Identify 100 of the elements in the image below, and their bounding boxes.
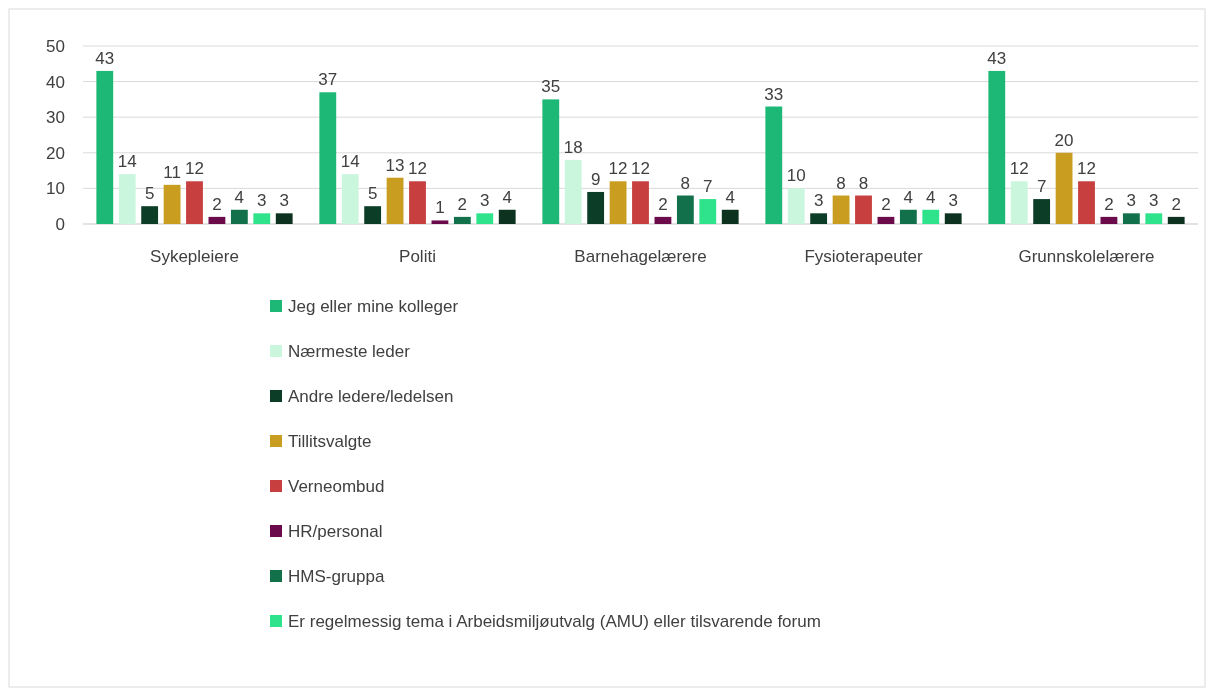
bar bbox=[341, 174, 359, 224]
bar bbox=[899, 209, 917, 224]
legend-label: Andre ledere/ledelsen bbox=[288, 387, 454, 406]
bar bbox=[587, 191, 605, 224]
x-tick-label: Politi bbox=[399, 247, 436, 266]
bar bbox=[453, 216, 471, 224]
data-label: 5 bbox=[367, 184, 378, 204]
data-label: 3 bbox=[480, 191, 490, 211]
y-tick-label: 0 bbox=[55, 215, 65, 234]
data-label: 4 bbox=[725, 187, 735, 207]
bar bbox=[1167, 216, 1185, 224]
bar bbox=[988, 70, 1006, 224]
data-label: 3 bbox=[257, 191, 267, 211]
data-label: 33 bbox=[764, 84, 784, 104]
bar bbox=[96, 70, 114, 224]
bar bbox=[118, 174, 136, 224]
bar bbox=[609, 181, 627, 224]
y-tick-label: 40 bbox=[46, 72, 65, 92]
bar bbox=[810, 213, 828, 224]
y-tick-label: 50 bbox=[46, 37, 65, 56]
data-label: 18 bbox=[563, 137, 583, 157]
bar bbox=[208, 216, 226, 224]
data-label: 9 bbox=[590, 169, 601, 189]
bar bbox=[944, 213, 962, 224]
data-label: 4 bbox=[903, 187, 914, 207]
bar bbox=[1055, 152, 1073, 224]
data-label: 7 bbox=[1036, 177, 1047, 197]
bar bbox=[922, 209, 940, 224]
bar bbox=[1078, 181, 1095, 224]
bar bbox=[230, 209, 248, 224]
bar bbox=[364, 206, 382, 224]
data-label: 2 bbox=[457, 194, 468, 214]
data-label: 43 bbox=[95, 48, 115, 68]
bar bbox=[632, 181, 649, 224]
bar bbox=[275, 213, 293, 224]
data-label: 2 bbox=[881, 194, 891, 214]
bar bbox=[699, 199, 717, 224]
x-tick-label: Barnehagelærere bbox=[574, 247, 707, 266]
data-label: 8 bbox=[836, 173, 846, 193]
bar bbox=[855, 195, 872, 224]
bar bbox=[654, 216, 672, 224]
bar bbox=[386, 177, 404, 224]
legend-label: HR/personal bbox=[288, 522, 383, 541]
bar bbox=[787, 188, 805, 224]
bar bbox=[498, 209, 516, 224]
x-tick-label: Grunnskolelærere bbox=[1018, 247, 1155, 266]
legend-label: Er regelmessig tema i Arbeidsmiljøutvalg (AMU) eller tilsvarende forum bbox=[288, 612, 821, 631]
data-label: 2 bbox=[658, 194, 668, 214]
data-label: 12 bbox=[1077, 159, 1096, 179]
bar bbox=[676, 195, 694, 224]
data-label: 12 bbox=[1009, 159, 1029, 179]
data-label: 35 bbox=[541, 77, 561, 97]
data-label: 3 bbox=[1126, 191, 1137, 211]
data-label: 3 bbox=[279, 191, 289, 211]
data-label: 2 bbox=[212, 194, 222, 214]
data-label: 12 bbox=[631, 159, 650, 179]
bar bbox=[141, 206, 159, 224]
bar bbox=[1122, 213, 1140, 224]
bar bbox=[765, 106, 783, 224]
data-label: 4 bbox=[926, 187, 936, 207]
data-label: 13 bbox=[385, 155, 405, 175]
data-label: 12 bbox=[185, 159, 204, 179]
bar bbox=[832, 195, 850, 224]
bar bbox=[542, 99, 560, 224]
data-label: 3 bbox=[813, 191, 824, 211]
data-label: 8 bbox=[680, 173, 691, 193]
legend-label: Tillitsvalgte bbox=[288, 432, 372, 451]
bar bbox=[1100, 216, 1118, 224]
bar bbox=[1033, 199, 1051, 224]
data-label: 1 bbox=[435, 198, 445, 218]
bar bbox=[476, 213, 494, 224]
data-label: 11 bbox=[163, 162, 181, 182]
data-label: 12 bbox=[608, 159, 628, 179]
y-tick-label: 10 bbox=[46, 179, 65, 199]
bar bbox=[186, 181, 203, 224]
bar bbox=[564, 159, 582, 224]
data-label: 12 bbox=[408, 159, 427, 179]
bar bbox=[409, 181, 426, 224]
data-label: 8 bbox=[858, 173, 869, 193]
data-label: 20 bbox=[1054, 130, 1074, 150]
legend-label: Nærmeste leder bbox=[288, 342, 411, 361]
data-label: 7 bbox=[703, 177, 713, 197]
data-label: 43 bbox=[987, 48, 1007, 68]
bar bbox=[721, 209, 739, 224]
bar bbox=[1010, 181, 1028, 224]
data-label: 2 bbox=[1171, 194, 1181, 214]
data-label: 3 bbox=[948, 191, 958, 211]
data-label: 5 bbox=[144, 184, 155, 204]
legend-label: Jeg eller mine kolleger bbox=[288, 297, 459, 316]
data-label: 3 bbox=[1149, 191, 1159, 211]
data-label: 2 bbox=[1104, 194, 1114, 214]
y-tick-label: 20 bbox=[46, 143, 65, 163]
data-label: 37 bbox=[318, 70, 338, 90]
data-label: 10 bbox=[786, 166, 806, 186]
bar bbox=[319, 92, 337, 224]
x-tick-label: Sykepleiere bbox=[150, 247, 239, 266]
data-label: 14 bbox=[117, 152, 137, 172]
y-tick-label: 30 bbox=[46, 108, 65, 128]
bar bbox=[1145, 213, 1163, 224]
data-label: 4 bbox=[234, 187, 245, 207]
